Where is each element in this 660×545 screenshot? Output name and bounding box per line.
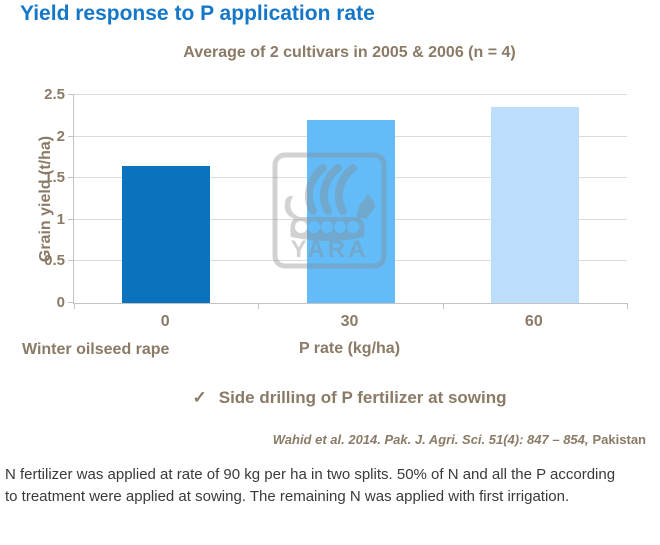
x-tick-label: 30 (340, 313, 359, 330)
y-tick-mark (68, 302, 74, 303)
y-tick-label: 2.5 (44, 86, 65, 103)
bar-30 (306, 119, 395, 303)
y-axis-tick-labels: 0 0.5 1 1.5 2 2.5 (26, 87, 68, 311)
y-tick-mark (68, 260, 74, 262)
x-tick-mark (74, 303, 75, 309)
source-citation-reference: Wahid et al. 2014. Pak. J. Agri. Sci. 51… (272, 432, 589, 447)
source-citation-country: Pakistan (592, 432, 646, 447)
y-tick-mark (68, 218, 74, 220)
x-axis-tick-labels: 0 30 60 (73, 313, 626, 333)
y-tick-mark (68, 135, 74, 137)
gridline (74, 94, 627, 95)
y-tick-label: 0 (56, 294, 65, 311)
chart-subtitle: Average of 2 cultivars in 2005 & 2006 (n… (183, 44, 516, 61)
check-note: ✓ Side drilling of P fertilizer at sowing (73, 388, 626, 408)
bar-60 (490, 107, 579, 303)
x-tick-mark (442, 303, 444, 309)
y-tick-label: 1.5 (44, 169, 65, 187)
check-icon: ✓ (192, 388, 207, 407)
y-tick-mark (68, 94, 74, 95)
footnote-text: N fertilizer was applied at rate of 90 k… (5, 466, 616, 505)
y-tick-label: 0.5 (44, 252, 65, 270)
check-text: Side drilling of P fertilizer at sowing (218, 388, 507, 407)
source-citation: Wahid et al. 2014. Pak. J. Agri. Sci. 51… (273, 432, 646, 447)
x-axis-title: P rate (kg/ha) (298, 340, 401, 357)
y-tick-mark (68, 177, 74, 179)
x-tick-mark (258, 303, 260, 309)
y-tick-label: 2 (56, 127, 65, 145)
page-title: Yield response to P application rate (20, 2, 375, 25)
series-note: Winter oilseed rape (22, 341, 170, 358)
x-tick-label: 60 (524, 313, 543, 330)
y-tick-label: 1 (56, 210, 65, 228)
x-tick-mark (627, 303, 628, 309)
plot-area (68, 94, 628, 309)
x-tick-label: 0 (160, 313, 170, 330)
bar-0 (122, 165, 211, 303)
